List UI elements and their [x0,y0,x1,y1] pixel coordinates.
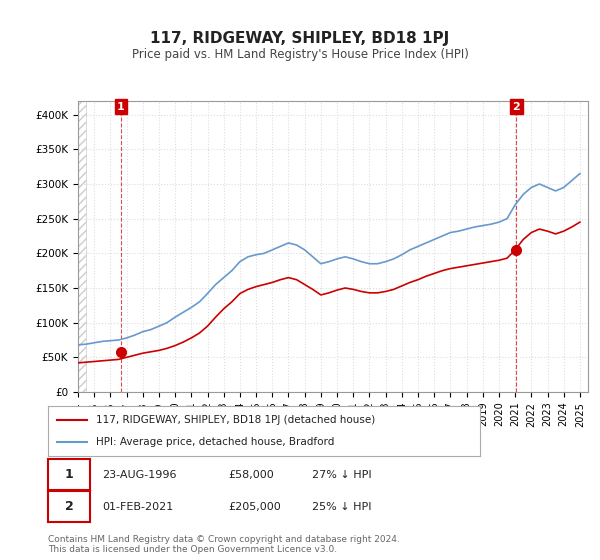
Text: 117, RIDGEWAY, SHIPLEY, BD18 1PJ: 117, RIDGEWAY, SHIPLEY, BD18 1PJ [151,31,449,46]
Text: HPI: Average price, detached house, Bradford: HPI: Average price, detached house, Brad… [95,437,334,447]
Text: £58,000: £58,000 [228,470,274,479]
Text: 25% ↓ HPI: 25% ↓ HPI [312,502,371,511]
Text: 2: 2 [512,101,520,111]
Text: 27% ↓ HPI: 27% ↓ HPI [312,470,371,479]
Text: Price paid vs. HM Land Registry's House Price Index (HPI): Price paid vs. HM Land Registry's House … [131,48,469,60]
Text: 01-FEB-2021: 01-FEB-2021 [102,502,173,511]
Text: 2: 2 [65,500,73,513]
Text: 1: 1 [65,468,73,481]
Text: 23-AUG-1996: 23-AUG-1996 [102,470,176,479]
Text: 117, RIDGEWAY, SHIPLEY, BD18 1PJ (detached house): 117, RIDGEWAY, SHIPLEY, BD18 1PJ (detach… [95,415,375,425]
Text: Contains HM Land Registry data © Crown copyright and database right 2024.
This d: Contains HM Land Registry data © Crown c… [48,535,400,554]
Text: £205,000: £205,000 [228,502,281,511]
Text: 1: 1 [117,101,125,111]
